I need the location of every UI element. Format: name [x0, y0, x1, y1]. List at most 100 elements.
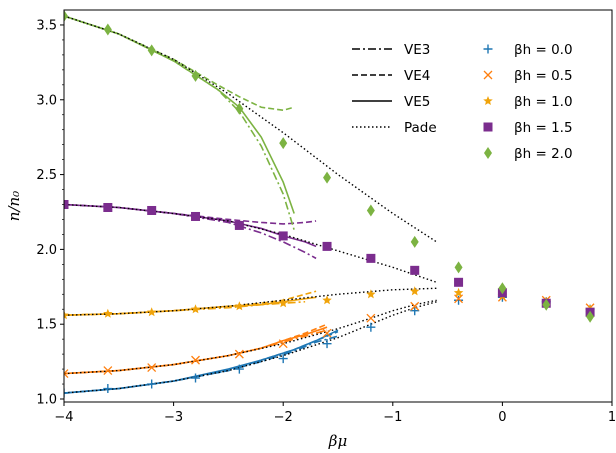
- curve-ve5-0: [64, 329, 339, 394]
- data-point: [366, 313, 376, 323]
- legend-label: Pade: [404, 120, 437, 136]
- data-point: [191, 373, 201, 383]
- y-tick-label: 1.0: [36, 393, 57, 408]
- data-point: [147, 205, 157, 215]
- data-point: [147, 44, 156, 57]
- data-point: [64, 310, 69, 320]
- data-point: [278, 298, 288, 308]
- legend-marker: [484, 147, 492, 159]
- data-point: [147, 379, 157, 389]
- data-point: [234, 301, 245, 311]
- y-tick-label: 2.0: [36, 243, 57, 258]
- data-point: [322, 328, 332, 338]
- legend-label: βh = 0.0: [514, 42, 573, 58]
- x-tick-label: −3: [164, 410, 183, 425]
- series-4: [64, 10, 595, 323]
- data-point: [146, 307, 157, 317]
- y-tick-label: 3.0: [36, 93, 57, 108]
- data-point: [103, 366, 113, 376]
- data-point: [322, 295, 332, 305]
- curve-ve5-4: [64, 15, 295, 214]
- legend-label: βh = 1.0: [514, 94, 573, 110]
- legend-label: VE3: [404, 42, 430, 58]
- data-point: [191, 69, 200, 82]
- data-point: [454, 261, 463, 274]
- data-point: [278, 354, 288, 364]
- legend-marker: [483, 122, 493, 132]
- series-2: [64, 286, 595, 320]
- series-0: [64, 292, 595, 398]
- data-point: [366, 289, 376, 299]
- curve-pade-0: [64, 301, 437, 394]
- y-axis-label: n/n₀: [5, 191, 23, 221]
- curve-ve4-0: [64, 330, 339, 394]
- curve-pade-3: [64, 203, 437, 283]
- data-point: [366, 204, 375, 217]
- curve-ve3-4: [64, 15, 295, 231]
- legend-label: βh = 2.0: [514, 146, 573, 162]
- data-point: [234, 349, 244, 359]
- data-point: [103, 23, 112, 36]
- curve-ve4-3: [64, 203, 317, 225]
- data-point: [322, 339, 332, 349]
- x-tick-label: −1: [383, 410, 402, 425]
- curve-pade-4: [64, 15, 438, 243]
- axis-ticks: −4 −3 −2 −1 0 1 1.0 1.5 2.0 2.5 3.0 3.5: [36, 18, 616, 425]
- data-point: [454, 277, 464, 287]
- data-point: [190, 304, 201, 314]
- data-point: [64, 200, 69, 210]
- curve-ve3-0: [64, 335, 339, 394]
- y-axis-label-group: n/n₀: [5, 191, 23, 221]
- data-point: [278, 339, 288, 349]
- x-tick-label: 1: [608, 410, 616, 425]
- x-tick-label: −2: [274, 410, 293, 425]
- data-point: [234, 364, 244, 374]
- data-point: [278, 231, 288, 241]
- data-point: [147, 363, 157, 373]
- data-point: [409, 286, 420, 296]
- curve-pade-2: [64, 287, 437, 316]
- data-point: [64, 369, 69, 379]
- data-point: [103, 202, 113, 212]
- data-point: [586, 310, 595, 323]
- y-tick-label: 3.5: [36, 18, 57, 33]
- legend-label: VE5: [404, 94, 430, 110]
- legend: VE3 VE4 VE5 Pade βh = 0.0 βh = 0.5 βh = 1.0 βh …: [352, 42, 573, 162]
- data-point: [103, 384, 113, 394]
- curve-ve5-1: [64, 326, 328, 375]
- data-point: [191, 355, 200, 365]
- curve-ve3-3: [64, 203, 317, 260]
- x-axis-label: βμ: [328, 432, 347, 450]
- data-point: [453, 287, 464, 297]
- curve-ve4-1: [64, 323, 328, 375]
- plot-frame: [63, 9, 613, 403]
- y-tick-label: 1.5: [36, 318, 57, 333]
- data-point: [235, 102, 244, 115]
- legend-marker: [483, 44, 493, 54]
- data-point: [410, 265, 420, 275]
- data-point: [191, 211, 201, 221]
- data-point: [454, 295, 464, 305]
- x-tick-label: 0: [498, 410, 506, 425]
- data-point: [234, 220, 244, 230]
- data-point: [498, 282, 507, 295]
- data-point: [64, 388, 69, 398]
- data-point: [323, 171, 332, 184]
- data-point: [279, 137, 288, 150]
- data-point: [366, 322, 376, 332]
- data-point: [103, 308, 113, 318]
- legend-marker: [483, 96, 493, 106]
- curve-ve5-3: [64, 203, 317, 248]
- curve-ve5-2: [64, 296, 317, 317]
- data-point: [322, 241, 332, 251]
- data-point: [366, 253, 376, 263]
- legend-marker: [483, 70, 493, 80]
- data-point: [410, 306, 420, 316]
- series-1: [64, 292, 595, 379]
- data-point: [542, 298, 551, 311]
- x-tick-label: −4: [54, 410, 73, 425]
- data-point: [64, 10, 68, 22]
- data-point: [410, 235, 419, 248]
- legend-label: βh = 0.5: [514, 68, 573, 84]
